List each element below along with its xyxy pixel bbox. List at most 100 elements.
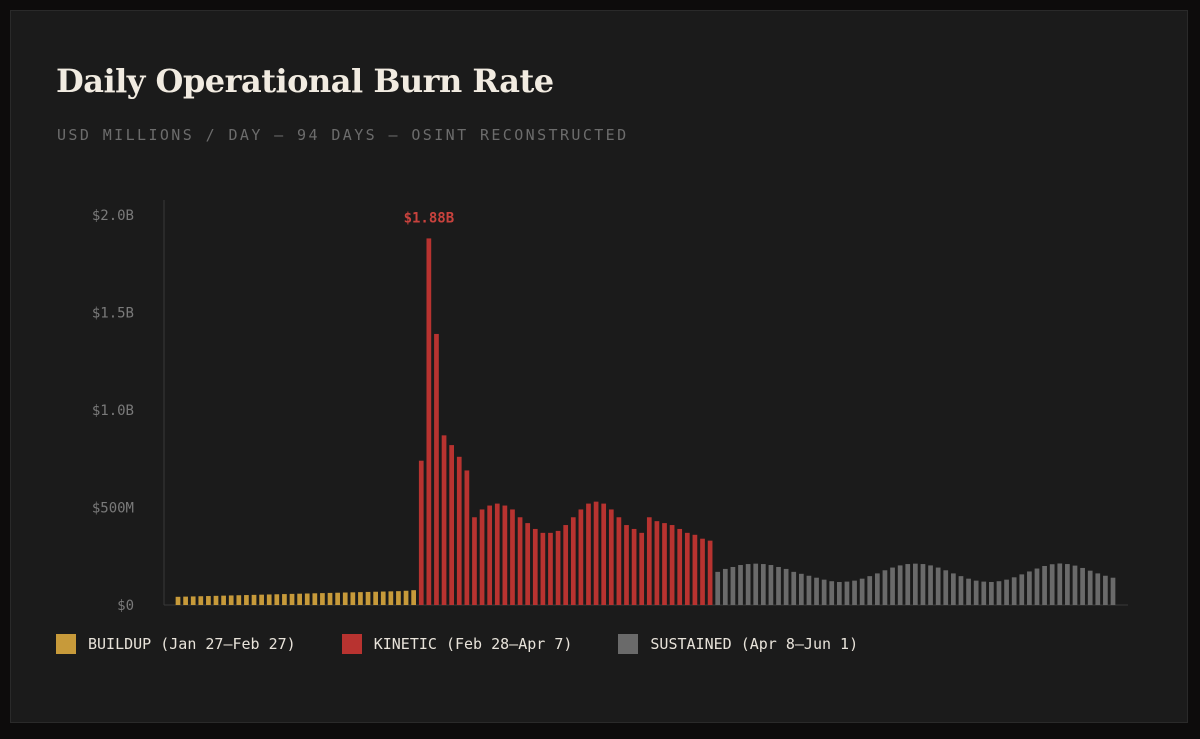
bar-sustained bbox=[1087, 570, 1093, 605]
bar-kinetic bbox=[502, 505, 508, 605]
bar-buildup bbox=[396, 591, 401, 605]
bar-buildup bbox=[282, 594, 287, 605]
y-tick-label: $1.0B bbox=[92, 403, 134, 419]
bar-sustained bbox=[1072, 565, 1078, 605]
bar-chart: $0 $500M $1.0B $1.5B $2.0B $1.88B bbox=[92, 200, 1128, 614]
bar-kinetic bbox=[449, 445, 455, 605]
legend-swatch bbox=[56, 634, 76, 654]
legend-item: KINETIC (Feb 28–Apr 7) bbox=[341, 634, 573, 654]
bar-sustained bbox=[776, 566, 781, 605]
bar-buildup bbox=[335, 592, 340, 605]
bar-sustained bbox=[905, 564, 911, 605]
bar-kinetic bbox=[707, 540, 713, 605]
bar-kinetic bbox=[631, 528, 637, 605]
bar-kinetic bbox=[532, 528, 538, 605]
bar-sustained bbox=[836, 581, 842, 605]
bar-kinetic bbox=[525, 523, 531, 605]
bar-sustained bbox=[973, 580, 979, 606]
bar-buildup bbox=[380, 591, 386, 605]
bar-sustained bbox=[882, 570, 888, 605]
bar-kinetic bbox=[479, 509, 485, 605]
bar-sustained bbox=[928, 565, 933, 605]
bar-buildup bbox=[342, 592, 348, 605]
bar-sustained bbox=[1019, 574, 1025, 605]
bar-kinetic bbox=[418, 460, 424, 605]
bar-kinetic bbox=[555, 530, 561, 605]
chart-title: Daily Operational Burn Rate bbox=[56, 62, 554, 100]
bar-sustained bbox=[738, 565, 743, 605]
bar-sustained bbox=[913, 563, 918, 605]
bar-sustained bbox=[1110, 577, 1116, 605]
bar-sustained bbox=[852, 580, 857, 606]
bar-buildup bbox=[350, 592, 356, 605]
legend-swatch bbox=[341, 634, 362, 654]
bar-buildup bbox=[373, 591, 378, 605]
bar-sustained bbox=[753, 563, 759, 605]
bar-buildup bbox=[206, 596, 211, 605]
bar-kinetic bbox=[426, 238, 432, 605]
bar-kinetic bbox=[669, 525, 675, 605]
bar-sustained bbox=[989, 581, 994, 605]
bar-sustained bbox=[1103, 575, 1108, 605]
bar-kinetic bbox=[487, 505, 493, 605]
bar-kinetic bbox=[684, 532, 690, 605]
bar-buildup bbox=[289, 593, 295, 605]
bar-kinetic bbox=[456, 456, 462, 605]
bar-kinetic bbox=[494, 503, 500, 605]
bar-kinetic bbox=[608, 509, 614, 605]
bar-sustained bbox=[1049, 564, 1055, 605]
chart-legend: BUILDUP (Jan 27–Feb 27) KINETIC (Feb 28–A… bbox=[56, 634, 904, 654]
legend-label: SUSTAINED (Apr 8–Jun 1) bbox=[650, 635, 859, 653]
bar-kinetic bbox=[563, 525, 569, 605]
bar-sustained bbox=[981, 581, 987, 605]
bar-buildup bbox=[327, 592, 333, 605]
bar-buildup bbox=[274, 594, 280, 605]
bar-kinetic bbox=[593, 501, 599, 605]
bar-kinetic bbox=[677, 528, 683, 605]
bar-kinetic bbox=[601, 503, 607, 605]
bar-buildup bbox=[403, 590, 409, 605]
peak-annotation: $1.88B bbox=[404, 210, 455, 226]
legend-swatch bbox=[618, 634, 639, 654]
bar-buildup bbox=[251, 594, 257, 605]
bar-buildup bbox=[365, 591, 371, 605]
bar-buildup bbox=[411, 590, 416, 605]
bar-sustained bbox=[1034, 568, 1040, 605]
bar-sustained bbox=[897, 565, 903, 605]
bar-sustained bbox=[821, 579, 827, 605]
bar-sustained bbox=[760, 564, 766, 605]
bar-kinetic bbox=[639, 532, 645, 605]
bar-buildup bbox=[190, 596, 196, 605]
bar-buildup bbox=[297, 593, 302, 605]
bar-buildup bbox=[198, 596, 204, 605]
bar-sustained bbox=[996, 581, 1002, 605]
bar-buildup bbox=[175, 596, 181, 605]
chart-subtitle: USD MILLIONS / DAY — 94 DAYS — OSINT REC… bbox=[57, 126, 629, 144]
bar-sustained bbox=[768, 565, 774, 605]
bar-sustained bbox=[867, 576, 873, 605]
bar-sustained bbox=[783, 568, 789, 605]
bar-sustained bbox=[1027, 571, 1032, 605]
bar-sustained bbox=[1042, 566, 1047, 605]
bar-sustained bbox=[722, 568, 728, 605]
bar-buildup bbox=[244, 595, 249, 605]
bar-sustained bbox=[859, 578, 865, 605]
bar-sustained bbox=[844, 581, 850, 605]
bar-buildup bbox=[304, 593, 310, 605]
bar-buildup bbox=[259, 594, 264, 605]
bar-kinetic bbox=[434, 333, 439, 605]
bar-sustained bbox=[935, 567, 941, 605]
legend-item: SUSTAINED (Apr 8–Jun 1) bbox=[618, 634, 858, 654]
bar-sustained bbox=[798, 573, 804, 605]
bar-kinetic bbox=[548, 532, 553, 605]
bar-kinetic bbox=[654, 521, 660, 605]
bar-sustained bbox=[951, 573, 956, 605]
bar-sustained bbox=[920, 564, 926, 605]
bar-kinetic bbox=[616, 517, 622, 605]
legend-label: KINETIC (Feb 28–Apr 7) bbox=[373, 635, 573, 653]
bar-buildup bbox=[228, 595, 234, 605]
legend-item: BUILDUP (Jan 27–Feb 27) bbox=[56, 634, 296, 654]
bar-sustained bbox=[1065, 564, 1070, 605]
bar-buildup bbox=[312, 593, 318, 605]
bar-kinetic bbox=[646, 517, 652, 605]
